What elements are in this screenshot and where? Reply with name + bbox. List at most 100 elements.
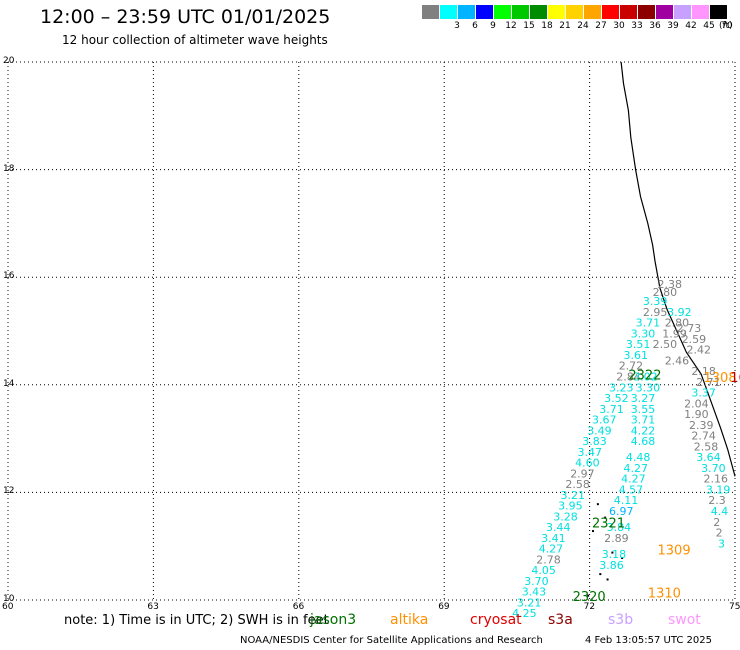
wave-height-label: 6.97 bbox=[609, 505, 634, 518]
legend-level-label: 3 bbox=[454, 21, 460, 31]
legend-level-label: 42 bbox=[685, 21, 697, 31]
wave-height-label: 2.58 bbox=[565, 478, 590, 491]
wave-height-label: 3.86 bbox=[599, 559, 624, 572]
wave-height-label: 3.30 bbox=[636, 381, 661, 394]
wave-height-label: 3.30 bbox=[631, 328, 656, 341]
wave-height-label: 2.80 bbox=[653, 286, 678, 299]
legend-swatch bbox=[638, 5, 655, 19]
legend-unit: (ft) bbox=[719, 21, 733, 31]
legend-level-label: 24 bbox=[577, 21, 589, 31]
wave-height-label: 4.25 bbox=[512, 607, 537, 620]
longitude-tick-label: 75 bbox=[729, 602, 740, 612]
legend-swatch bbox=[620, 5, 637, 19]
wave-height-label: 3.02 bbox=[633, 371, 658, 384]
legend-level-label: 21 bbox=[559, 21, 571, 31]
longitude-tick-label: 69 bbox=[438, 602, 450, 612]
wave-height-label: 3.44 bbox=[546, 521, 571, 534]
legend-swatch bbox=[458, 5, 475, 19]
legend-level-label: 6 bbox=[472, 21, 478, 31]
wave-height-label: 3.84 bbox=[607, 521, 632, 534]
island-marker bbox=[599, 573, 602, 576]
wave-height-label: 4.27 bbox=[624, 462, 649, 475]
wave-height-label: 2322 bbox=[628, 368, 661, 383]
satellite-label-s3a: s3a bbox=[548, 612, 573, 628]
wave-height-label: 1309 bbox=[658, 543, 691, 558]
latitude-tick-label: 16 bbox=[3, 271, 15, 282]
wave-height-label: 2.38 bbox=[658, 278, 683, 291]
longitude-tick-label: 60 bbox=[2, 602, 14, 612]
wave-height-label: 4.11 bbox=[614, 494, 639, 507]
legend-swatch bbox=[494, 5, 511, 19]
wave-height-label: 4.57 bbox=[619, 484, 644, 497]
wave-height-label: 2.58 bbox=[694, 440, 719, 453]
legend-swatch bbox=[674, 5, 691, 19]
legend-level-label: 33 bbox=[631, 21, 643, 31]
satellite-label-altika: altika bbox=[390, 612, 429, 628]
wave-height-label: 4.27 bbox=[539, 543, 564, 556]
wave-height-label: 3.64 bbox=[696, 451, 721, 464]
satellite-label-s3b: s3b bbox=[608, 612, 634, 628]
island-marker bbox=[587, 594, 590, 597]
wave-height-label: 2 bbox=[716, 527, 723, 540]
wave-height-label: 3.28 bbox=[553, 510, 578, 523]
longitude-tick-label: 66 bbox=[292, 602, 305, 612]
island-marker bbox=[621, 556, 624, 559]
legend-swatch bbox=[476, 5, 493, 19]
island-marker bbox=[611, 551, 614, 554]
map-title: 12:00 – 23:59 UTC 01/01/2025 bbox=[40, 6, 331, 28]
wave-height-label: 1.90 bbox=[684, 408, 709, 421]
legend-swatch bbox=[548, 5, 565, 19]
wave-height-label: 3.27 bbox=[631, 392, 656, 405]
wave-height-label: 3.18 bbox=[602, 548, 627, 561]
wave-height-label: 3.92 bbox=[667, 306, 692, 319]
latitude-tick-label: 12 bbox=[3, 486, 15, 497]
wave-height-label: 2.89 bbox=[604, 532, 629, 545]
satellite-label-cryosat: cryosat bbox=[470, 612, 522, 628]
wave-height-label: 3 bbox=[718, 537, 725, 550]
latitude-tick-label: 10 bbox=[3, 594, 15, 604]
island-marker bbox=[606, 578, 609, 581]
legend-swatch bbox=[710, 5, 727, 19]
legend-level-label: 18 bbox=[541, 21, 553, 31]
satellite-label-swot: swot bbox=[668, 612, 701, 628]
wave-height-label: 3.47 bbox=[578, 446, 603, 459]
wave-height-label: 2.72 bbox=[619, 360, 644, 373]
generation-timestamp: 4 Feb 13:05:57 UTC 2025 bbox=[585, 635, 712, 646]
wave-height-label: 3.55 bbox=[631, 403, 656, 416]
wave-height-label: 2.84 bbox=[616, 371, 641, 384]
footer-note: note: 1) Time is in UTC; 2) SWH is in fe… bbox=[64, 613, 329, 628]
wave-height-label: 2321 bbox=[592, 516, 625, 531]
wave-height-label: 2.04 bbox=[684, 397, 709, 410]
wave-height-label: 3.41 bbox=[541, 532, 566, 545]
wave-height-label: 2 bbox=[713, 516, 720, 529]
wave-height-label: 3.39 bbox=[643, 295, 668, 308]
wave-height-label: 3.70 bbox=[701, 462, 726, 475]
wave-height-label: 1308 bbox=[704, 371, 737, 386]
legend-level-label: 30 bbox=[613, 21, 625, 31]
wave-height-label: 3.71 bbox=[599, 403, 624, 416]
wave-height-label: 3.95 bbox=[558, 500, 583, 513]
island-marker bbox=[596, 503, 599, 506]
legend-swatch bbox=[566, 5, 583, 19]
wave-height-label: 3.43 bbox=[522, 586, 547, 599]
legend-level-label: 70 bbox=[721, 21, 733, 31]
legend-swatch bbox=[422, 5, 439, 19]
wave-height-label: 2.18 bbox=[691, 365, 716, 378]
coastline bbox=[620, 61, 736, 477]
map-subtitle: 12 hour collection of altimeter wave hei… bbox=[62, 33, 328, 47]
wave-height-label: 2.46 bbox=[665, 354, 690, 367]
wave-height-label: 3.51 bbox=[626, 338, 651, 351]
wave-height-label: 2.74 bbox=[691, 430, 716, 443]
legend-swatch bbox=[602, 5, 619, 19]
wave-height-label: 3.67 bbox=[592, 414, 617, 427]
legend-level-label: 15 bbox=[523, 21, 535, 31]
wave-height-label: 2.80 bbox=[665, 317, 690, 330]
wave-height-label: 2.50 bbox=[653, 338, 678, 351]
wave-height-label: 3.21 bbox=[517, 597, 542, 610]
wave-height-label: 2.73 bbox=[677, 322, 702, 335]
wave-height-label: 3.71 bbox=[631, 414, 656, 427]
legend-level-label: 39 bbox=[667, 21, 679, 31]
wave-height-label: 3.61 bbox=[624, 349, 649, 362]
legend-level-label: 9 bbox=[490, 21, 496, 31]
